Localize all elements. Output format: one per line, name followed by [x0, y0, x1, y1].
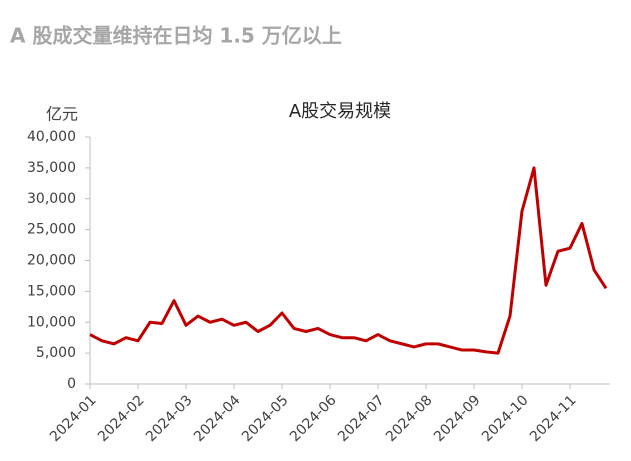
- x-tick-label: 2024-10: [479, 392, 532, 445]
- x-tick-label: 2024-02: [95, 392, 148, 445]
- y-unit: 亿元: [46, 105, 78, 124]
- y-tick-label: 25,000: [27, 222, 76, 238]
- y-tick-label: 40,000: [27, 129, 76, 145]
- x-tick-label: 2024-03: [143, 392, 196, 445]
- x-tick-label: 2024-07: [335, 392, 388, 445]
- x-tick-label: 2024-11: [527, 392, 580, 445]
- y-tick-label: 15,000: [27, 283, 76, 299]
- y-tick-label: 30,000: [27, 191, 76, 207]
- data-line: [89, 166, 608, 355]
- y-tick-label: 20,000: [27, 253, 76, 269]
- y-tick-label: 0: [67, 376, 76, 392]
- page-header: A 股成交量维持在日均 1.5 万亿以上: [10, 24, 342, 48]
- x-tick-label: 2024-01: [47, 392, 100, 445]
- y-tick-label: 35,000: [27, 160, 76, 176]
- x-tick-label: 2024-05: [239, 392, 292, 445]
- y-tick-label: 10,000: [27, 314, 76, 330]
- x-tick-label: 2024-04: [191, 392, 244, 445]
- y-tick-label: 5,000: [36, 345, 76, 361]
- x-tick-label: 2024-08: [383, 392, 436, 445]
- chart-title: A股交易规模: [289, 101, 391, 122]
- x-tick-label: 2024-09: [431, 392, 484, 445]
- x-tick-label: 2024-06: [287, 392, 340, 445]
